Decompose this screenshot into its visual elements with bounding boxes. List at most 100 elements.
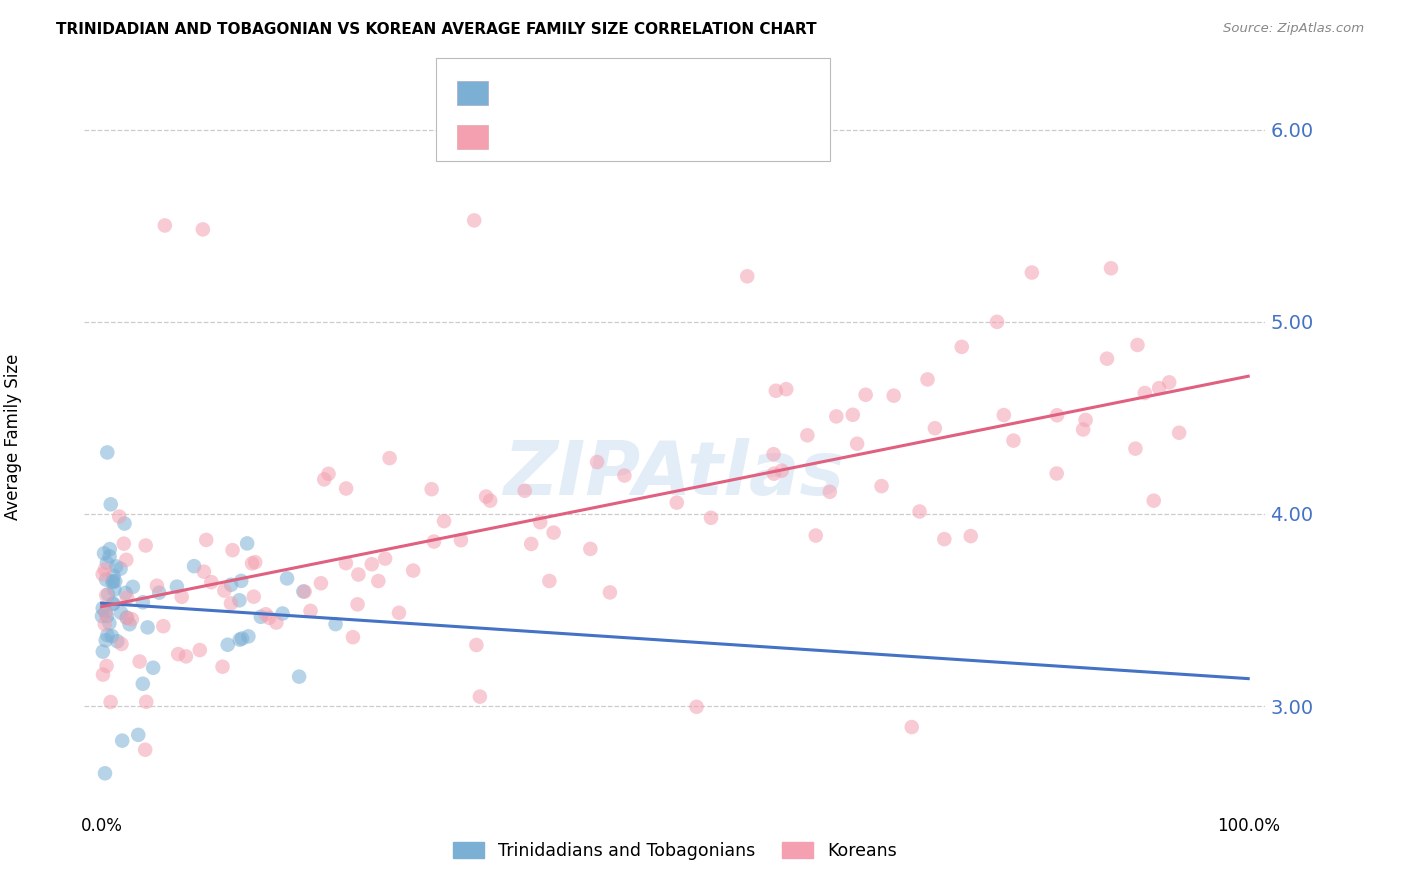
Point <box>468 690 491 704</box>
Point <box>335 482 357 496</box>
Text: Source: ZipAtlas.com: Source: ZipAtlas.com <box>1223 22 1364 36</box>
Point <box>346 598 368 612</box>
Point <box>735 269 758 284</box>
Point <box>98 616 121 631</box>
Point <box>1046 409 1069 423</box>
Point <box>314 472 336 486</box>
Point <box>586 455 609 469</box>
Point <box>250 609 273 624</box>
Point <box>1095 351 1118 366</box>
Point <box>96 445 118 459</box>
Point <box>142 661 165 675</box>
Point <box>367 574 389 588</box>
Point <box>101 574 124 589</box>
Legend: Trinidadians and Tobagonians, Koreans: Trinidadians and Tobagonians, Koreans <box>446 835 904 867</box>
Point <box>167 647 190 661</box>
Point <box>98 549 121 564</box>
Point <box>240 557 263 571</box>
Text: N =: N = <box>634 120 676 139</box>
Point <box>665 495 688 509</box>
Point <box>1021 266 1043 280</box>
Point <box>825 409 848 424</box>
Point <box>219 596 242 610</box>
Point <box>374 551 396 566</box>
Point <box>770 464 793 478</box>
Point <box>762 467 785 481</box>
Text: R =: R = <box>502 120 543 139</box>
Point <box>520 537 543 551</box>
Point <box>465 638 488 652</box>
Point <box>128 655 150 669</box>
Point <box>170 590 193 604</box>
Point <box>200 575 222 590</box>
Point <box>153 219 176 233</box>
Point <box>105 634 128 648</box>
Point <box>1147 381 1170 395</box>
Point <box>132 677 155 691</box>
Point <box>134 742 156 756</box>
Point <box>108 509 131 524</box>
Point <box>765 384 787 398</box>
Point <box>101 574 124 589</box>
Point <box>420 482 443 496</box>
Point <box>135 695 157 709</box>
Text: TRINIDADIAN AND TOBAGONIAN VS KOREAN AVERAGE FAMILY SIZE CORRELATION CHART: TRINIDADIAN AND TOBAGONIAN VS KOREAN AVE… <box>56 22 817 37</box>
Point <box>219 578 242 592</box>
Point <box>299 604 322 618</box>
Point <box>986 315 1008 329</box>
Point <box>115 553 138 567</box>
Text: 0.580: 0.580 <box>547 120 619 139</box>
Point <box>104 574 127 589</box>
Point <box>543 525 565 540</box>
Point <box>855 388 877 402</box>
Point <box>335 556 357 570</box>
Point <box>388 606 411 620</box>
Point <box>342 630 364 644</box>
Point <box>91 567 114 582</box>
Point <box>900 720 922 734</box>
Point <box>191 222 214 236</box>
Point <box>174 649 197 664</box>
Point <box>762 447 785 461</box>
Point <box>325 617 347 632</box>
Point <box>127 728 149 742</box>
Point <box>110 637 132 651</box>
Point <box>318 467 340 481</box>
Point <box>195 533 218 547</box>
Text: N =: N = <box>634 74 676 94</box>
Point <box>231 632 253 646</box>
Point <box>402 564 425 578</box>
Point <box>238 629 260 643</box>
Point <box>804 528 827 542</box>
Point <box>96 659 118 673</box>
Point <box>101 629 124 643</box>
Point <box>148 585 170 599</box>
Text: 57: 57 <box>679 74 704 94</box>
Point <box>211 659 233 673</box>
Point <box>475 490 498 504</box>
Point <box>934 532 956 546</box>
Point <box>96 628 118 642</box>
Point <box>121 580 143 594</box>
Point <box>214 583 236 598</box>
Text: R =: R = <box>502 74 543 94</box>
Point <box>1168 425 1191 440</box>
Point <box>924 421 946 435</box>
Point <box>193 565 215 579</box>
Point <box>94 563 117 577</box>
Point <box>94 607 117 621</box>
Point <box>818 484 841 499</box>
Point <box>842 408 865 422</box>
Point <box>146 579 169 593</box>
Point <box>229 632 252 647</box>
Point <box>1133 386 1156 401</box>
Point <box>91 644 114 658</box>
Point <box>103 597 125 611</box>
Point <box>96 609 118 624</box>
Point <box>183 559 205 574</box>
Text: 116: 116 <box>679 120 718 139</box>
Point <box>1074 413 1097 427</box>
Point <box>242 590 264 604</box>
Point <box>775 382 797 396</box>
Point <box>188 643 211 657</box>
